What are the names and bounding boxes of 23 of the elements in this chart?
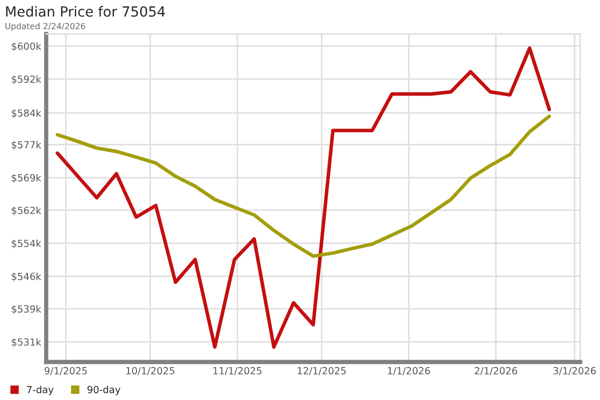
line-series bbox=[56, 114, 552, 258]
chart-subtitle: Updated 2/24/2026 bbox=[6, 22, 86, 31]
y-tick-label: $546k bbox=[12, 272, 42, 282]
x-tick-label: 2/1/2026 bbox=[474, 367, 518, 376]
y-tick-label: $531k bbox=[12, 338, 42, 347]
y-tick-label: $554k bbox=[12, 240, 42, 248]
y-tick-label: $600k bbox=[12, 42, 42, 52]
y-tick-label: $569k bbox=[12, 174, 42, 183]
line-series bbox=[56, 46, 552, 349]
x-tick-label: 1/1/2026 bbox=[388, 367, 430, 376]
x-tick-label: 3/1/2026 bbox=[553, 367, 596, 376]
legend-label: 7-day bbox=[27, 386, 54, 396]
y-tick-label: $584k bbox=[12, 109, 42, 118]
x-tick-label: 10/1/2025 bbox=[126, 367, 174, 376]
chart-title: Median Price for 75054 bbox=[6, 6, 165, 17]
y-tick-label: $592k bbox=[12, 75, 42, 84]
y-tick-label: $577k bbox=[12, 140, 42, 150]
x-tick-label: 12/1/2025 bbox=[298, 367, 346, 376]
x-tick-label: 9/1/2025 bbox=[44, 367, 87, 376]
y-tick-label: $539k bbox=[12, 305, 42, 314]
legend-label: 90-day bbox=[87, 386, 120, 396]
x-tick-label: 11/1/2025 bbox=[213, 367, 262, 376]
y-tick-label: $562k bbox=[12, 206, 42, 216]
